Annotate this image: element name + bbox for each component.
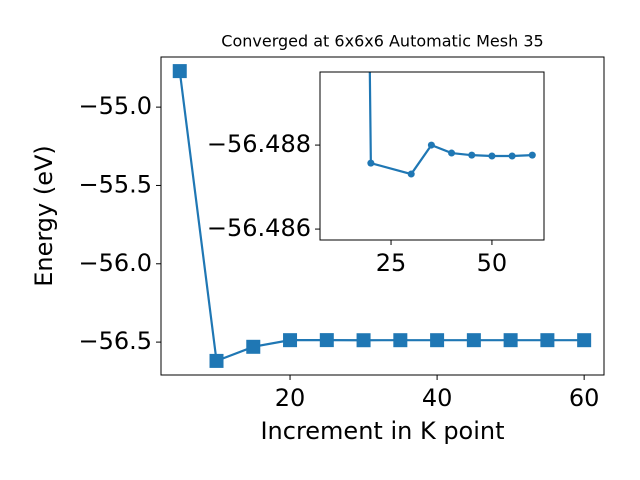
marker (488, 152, 496, 160)
y-tick-label: −56.486 (207, 214, 311, 242)
marker (209, 353, 224, 368)
y-tick-label: −56.0 (78, 249, 152, 277)
marker (427, 141, 435, 149)
marker (172, 64, 187, 79)
marker (577, 333, 592, 348)
axes-frame (319, 71, 545, 241)
x-tick-label: 25 (376, 249, 407, 277)
y-axis-label: Energy (eV) (30, 145, 58, 287)
marker (367, 159, 375, 167)
marker (319, 333, 334, 348)
marker (246, 339, 261, 354)
data-line (368, 72, 533, 176)
plot-group (367, 72, 536, 178)
y-tick-label: −55.0 (78, 92, 152, 120)
marker (508, 152, 516, 160)
marker (448, 149, 456, 157)
marker (430, 333, 445, 348)
marker (468, 151, 476, 159)
marker (283, 333, 298, 348)
marker (528, 151, 536, 159)
plot-group (172, 64, 592, 368)
x-tick-label: 40 (422, 384, 453, 412)
marker (356, 333, 371, 348)
y-tick-label: −56.5 (78, 327, 152, 355)
y-tick-label: −56.488 (207, 130, 311, 158)
x-tick-label: 50 (477, 249, 508, 277)
marker (540, 333, 555, 348)
marker (393, 333, 408, 348)
x-axis-label: Increment in K point (260, 417, 504, 445)
x-tick-label: 20 (275, 384, 306, 412)
chart-title: Converged at 6x6x6 Automatic Mesh 35 (221, 32, 543, 51)
marker (503, 333, 518, 348)
axes-frame (160, 56, 605, 376)
marker (466, 333, 481, 348)
x-tick-label: 60 (569, 384, 600, 412)
marker (407, 170, 415, 178)
y-tick-label: −55.5 (78, 170, 152, 198)
